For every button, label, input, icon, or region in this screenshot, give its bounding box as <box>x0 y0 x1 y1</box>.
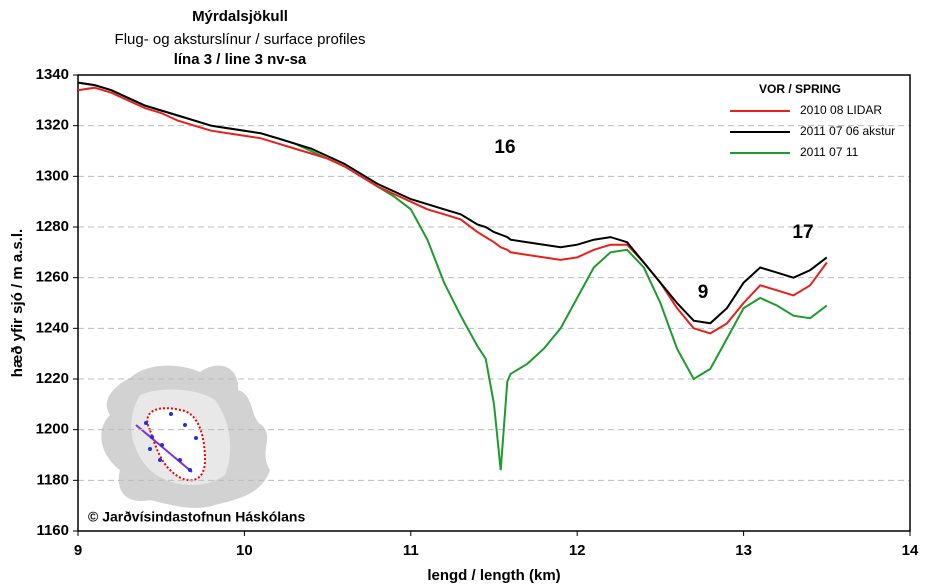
annotation: 16 <box>494 137 515 158</box>
y-tick-label: 1280 <box>36 218 69 235</box>
y-tick-label: 1320 <box>36 117 69 134</box>
chart-subtitle: Flug- og aksturslínur / surface profiles <box>115 31 366 48</box>
y-tick-label: 1240 <box>36 319 69 336</box>
x-tick-label: 10 <box>236 542 253 559</box>
y-axis-label: hæð yfir sjó / m a.s.l. <box>9 229 26 377</box>
data-line <box>78 88 827 334</box>
chart-title: Mýrdalsjökull <box>192 8 288 25</box>
legend-label: 2011 07 06 akstur <box>800 124 895 138</box>
y-tick-label: 1260 <box>36 269 69 286</box>
x-tick-label: 11 <box>403 542 419 559</box>
x-axis-label: lengd / length (km) <box>427 567 560 584</box>
annotation: 17 <box>792 222 813 243</box>
legend-title: VOR / SPRING <box>759 82 841 96</box>
data-line <box>78 83 827 324</box>
y-tick-label: 1340 <box>36 66 69 83</box>
chart: Mýrdalsjökull Flug- og aksturslínur / su… <box>0 0 933 585</box>
legend-label: 2010 08 LIDAR <box>800 103 882 117</box>
x-tick-label: 13 <box>735 542 752 559</box>
x-tick-label: 9 <box>74 542 82 559</box>
y-tick-label: 1200 <box>36 421 69 438</box>
annotation: 9 <box>698 282 709 303</box>
x-tick-label: 14 <box>902 542 919 559</box>
chart-subtitle: lína 3 / line 3 nv-sa <box>174 51 307 68</box>
x-tick-label: 12 <box>569 542 586 559</box>
annotation: © Jarðvísindastofnun Háskólans <box>88 509 305 525</box>
y-tick-label: 1300 <box>36 167 69 184</box>
y-tick-label: 1180 <box>36 471 69 488</box>
y-tick-label: 1220 <box>36 370 69 387</box>
map-inset <box>101 366 270 508</box>
y-tick-label: 1160 <box>36 522 69 539</box>
legend-label: 2011 07 11 <box>800 145 859 159</box>
